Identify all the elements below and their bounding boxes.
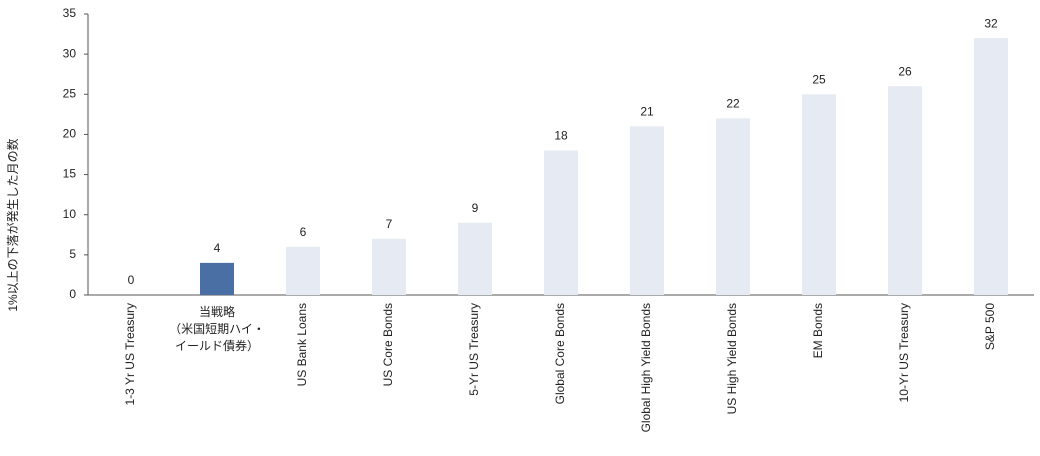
value-label: 26 — [898, 64, 912, 78]
bar — [888, 86, 922, 295]
value-label: 0 — [128, 273, 135, 287]
x-tick-label: 10-Yr US Treasury — [897, 303, 911, 402]
bar — [286, 246, 320, 295]
x-tick-label: Global High Yield Bonds — [639, 303, 653, 432]
y-tick-label: 25 — [63, 86, 77, 100]
y-tick-label: 0 — [69, 287, 76, 301]
y-tick-label: 10 — [63, 207, 77, 221]
value-label: 22 — [726, 97, 740, 111]
value-label: 7 — [386, 217, 393, 231]
value-label: 21 — [640, 105, 654, 119]
bar — [716, 118, 750, 295]
value-label: 32 — [984, 16, 998, 30]
bar — [200, 262, 234, 295]
x-tick-label: 当戦略（米国短期ハイ・イールド債券） — [169, 304, 265, 353]
bar — [802, 94, 836, 296]
x-tick-label: S&P 500 — [983, 303, 997, 350]
value-label: 4 — [214, 241, 221, 255]
x-tick-label: 5-Yr US Treasury — [467, 303, 481, 396]
bar — [630, 126, 664, 296]
x-tick-label: 1-3 Yr US Treasury — [123, 303, 137, 405]
value-label: 9 — [472, 201, 479, 215]
x-tick-label: US Bank Loans — [295, 303, 309, 386]
y-tick-label: 35 — [63, 6, 77, 20]
y-tick-label: 5 — [69, 247, 76, 261]
bar — [372, 238, 406, 295]
y-tick-label: 15 — [63, 167, 77, 181]
y-tick-label: 30 — [63, 46, 77, 60]
x-tick-label: US Core Bonds — [381, 303, 395, 386]
value-label: 25 — [812, 72, 826, 86]
y-tick-label: 20 — [63, 127, 77, 141]
x-tick-label: Global Core Bonds — [553, 303, 567, 404]
x-tick-label: EM Bonds — [811, 303, 825, 358]
bar — [544, 150, 578, 295]
value-label: 18 — [554, 129, 568, 143]
x-tick-label: US High Yield Bonds — [725, 303, 739, 414]
y-axis-label: 1%以上の下落が発生した月の数 — [5, 138, 20, 311]
bar — [974, 38, 1008, 295]
bar — [458, 222, 492, 295]
value-label: 6 — [300, 225, 307, 239]
